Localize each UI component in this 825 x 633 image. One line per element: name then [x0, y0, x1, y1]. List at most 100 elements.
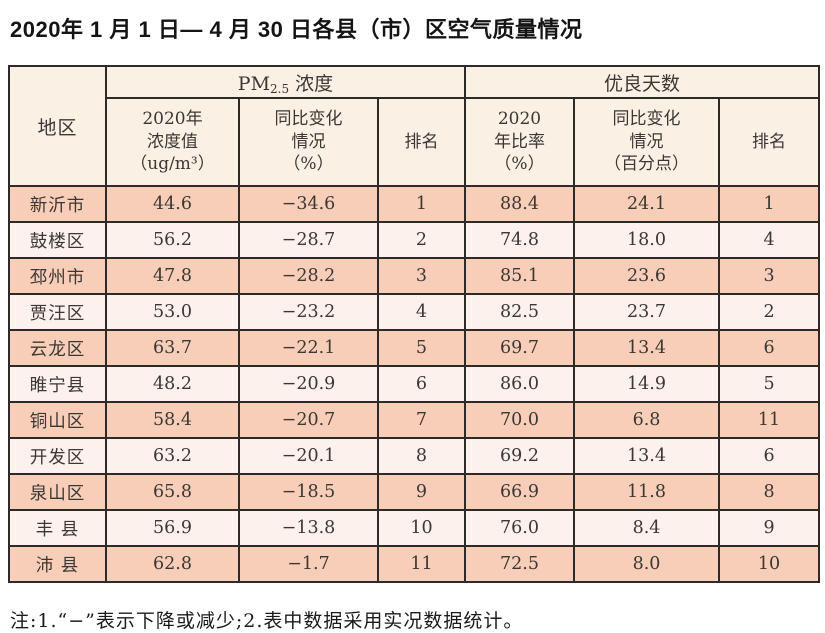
good-rate-cell: 85.1 — [464, 257, 575, 295]
pm25-rank-cell: 7 — [377, 401, 466, 439]
good-change-cell: 23.7 — [573, 293, 720, 331]
pm25-label-subscript: 2.5 — [270, 81, 290, 96]
pm25-value-cell: 56.9 — [105, 509, 240, 547]
good-rank-cell: 4 — [717, 221, 821, 259]
good-rate-cell: 82.5 — [464, 293, 575, 331]
good-rate-cell: 72.5 — [464, 545, 575, 583]
good-rate-cell: 66.9 — [464, 473, 575, 511]
region-cell: 丰 县 — [8, 509, 107, 547]
good-rate-cell: 70.0 — [464, 401, 575, 439]
page-title: 2020年 1 月 1 日— 4 月 30 日各县（市）区空气质量情况 — [10, 17, 583, 42]
good-rank-cell: 1 — [717, 185, 821, 223]
good-change-cell: 13.4 — [573, 437, 720, 475]
pm25-change-cell: −13.8 — [238, 509, 379, 547]
region-cell: 云龙区 — [8, 329, 107, 367]
good-rate-cell: 69.2 — [464, 437, 575, 475]
good-rate-cell: 69.7 — [464, 329, 575, 367]
table-body: 新沂市 44.6 −34.6 1 88.4 24.1 1 鼓楼区 56.2 −2… — [8, 185, 821, 583]
pm25-value-cell: 53.0 — [105, 293, 240, 331]
table-row: 鼓楼区 56.2 −28.7 2 74.8 18.0 4 — [8, 221, 821, 259]
table-header: 地区 PM2.5 浓度 优良天数 2020年 浓度值 （ug/m³） 同比变化 … — [8, 65, 821, 187]
pm25-change-cell: −22.1 — [238, 329, 379, 367]
good-rank-cell: 8 — [717, 473, 821, 511]
good-rate-cell: 76.0 — [464, 509, 575, 547]
column-header-good-rank: 排名 — [717, 97, 821, 187]
good-rate-cell: 88.4 — [464, 185, 575, 223]
pm25-value-cell: 48.2 — [105, 365, 240, 403]
region-cell: 新沂市 — [8, 185, 107, 223]
pm25-rank-cell: 8 — [377, 437, 466, 475]
group-header-pm25: PM2.5 浓度 — [105, 65, 466, 99]
pm25-change-cell: −18.5 — [238, 473, 379, 511]
good-rank-cell: 3 — [717, 257, 821, 295]
column-header-pm25-rank: 排名 — [377, 97, 466, 187]
table-row: 泉山区 65.8 −18.5 9 66.9 11.8 8 — [8, 473, 821, 511]
pm25-rank-cell: 11 — [377, 545, 466, 583]
good-change-cell: 18.0 — [573, 221, 720, 259]
region-cell: 开发区 — [8, 437, 107, 475]
pm25-value-cell: 56.2 — [105, 221, 240, 259]
good-change-cell: 8.4 — [573, 509, 720, 547]
good-change-cell: 13.4 — [573, 329, 720, 367]
region-cell: 贾汪区 — [8, 293, 107, 331]
pm25-label-suffix: 浓度 — [289, 72, 334, 95]
region-cell: 沛 县 — [8, 545, 107, 583]
column-header-good-change: 同比变化 情况 （百分点） — [573, 97, 720, 187]
table-row: 睢宁县 48.2 −20.9 6 86.0 14.9 5 — [8, 365, 821, 403]
pm25-rank-cell: 1 — [377, 185, 466, 223]
good-rank-cell: 6 — [717, 437, 821, 475]
table-row: 沛 县 62.8 −1.7 11 72.5 8.0 10 — [8, 545, 821, 583]
good-rank-cell: 9 — [717, 509, 821, 547]
good-change-cell: 24.1 — [573, 185, 720, 223]
pm25-change-cell: −20.9 — [238, 365, 379, 403]
pm25-change-cell: −34.6 — [238, 185, 379, 223]
region-cell: 铜山区 — [8, 401, 107, 439]
good-change-cell: 11.8 — [573, 473, 720, 511]
group-header-good-days: 优良天数 — [463, 65, 821, 99]
good-change-cell: 14.9 — [573, 365, 720, 403]
good-rank-cell: 2 — [717, 293, 821, 331]
pm25-rank-cell: 5 — [377, 329, 466, 367]
pm25-change-cell: −28.7 — [238, 221, 379, 259]
table-row: 贾汪区 53.0 −23.2 4 82.5 23.7 2 — [8, 293, 821, 331]
pm25-rank-cell: 10 — [377, 509, 466, 547]
pm25-value-cell: 62.8 — [105, 545, 240, 583]
good-change-cell: 8.0 — [573, 545, 720, 583]
pm25-value-cell: 63.2 — [105, 437, 240, 475]
table-row: 云龙区 63.7 −22.1 5 69.7 13.4 6 — [8, 329, 821, 367]
good-rank-cell: 10 — [717, 545, 821, 583]
good-rank-cell: 5 — [717, 365, 821, 403]
pm25-change-cell: −28.2 — [238, 257, 379, 295]
good-change-cell: 6.8 — [573, 401, 720, 439]
region-cell: 鼓楼区 — [8, 221, 107, 259]
pm25-change-cell: −23.2 — [238, 293, 379, 331]
region-cell: 泉山区 — [8, 473, 107, 511]
good-change-cell: 23.6 — [573, 257, 720, 295]
good-rate-cell: 86.0 — [464, 365, 575, 403]
pm25-change-cell: −1.7 — [238, 545, 379, 583]
good-rank-cell: 11 — [717, 401, 821, 439]
pm25-change-cell: −20.7 — [238, 401, 379, 439]
table-row: 铜山区 58.4 −20.7 7 70.0 6.8 11 — [8, 401, 821, 439]
good-rate-cell: 74.8 — [464, 221, 575, 259]
pm25-change-cell: −20.1 — [238, 437, 379, 475]
region-cell: 睢宁县 — [8, 365, 107, 403]
column-header-good-rate: 2020 年比率 （%） — [464, 97, 575, 187]
good-rank-cell: 6 — [717, 329, 821, 367]
air-quality-table: 地区 PM2.5 浓度 优良天数 2020年 浓度值 （ug/m³） 同比变化 … — [8, 65, 821, 583]
table-row: 丰 县 56.9 −13.8 10 76.0 8.4 9 — [8, 509, 821, 547]
pm25-rank-cell: 3 — [377, 257, 466, 295]
table-row: 新沂市 44.6 −34.6 1 88.4 24.1 1 — [8, 185, 821, 223]
column-header-pm25-change: 同比变化 情况 （%） — [238, 97, 379, 187]
pm25-rank-cell: 9 — [377, 473, 466, 511]
table-row: 邳州市 47.8 −28.2 3 85.1 23.6 3 — [8, 257, 821, 295]
pm25-rank-cell: 4 — [377, 293, 466, 331]
pm25-rank-cell: 2 — [377, 221, 466, 259]
pm25-rank-cell: 6 — [377, 365, 466, 403]
pm25-label-prefix: PM — [237, 72, 271, 95]
pm25-value-cell: 63.7 — [105, 329, 240, 367]
pm25-value-cell: 65.8 — [105, 473, 240, 511]
pm25-value-cell: 47.8 — [105, 257, 240, 295]
column-header-pm25-value: 2020年 浓度值 （ug/m³） — [105, 97, 240, 187]
pm25-value-cell: 44.6 — [105, 185, 240, 223]
